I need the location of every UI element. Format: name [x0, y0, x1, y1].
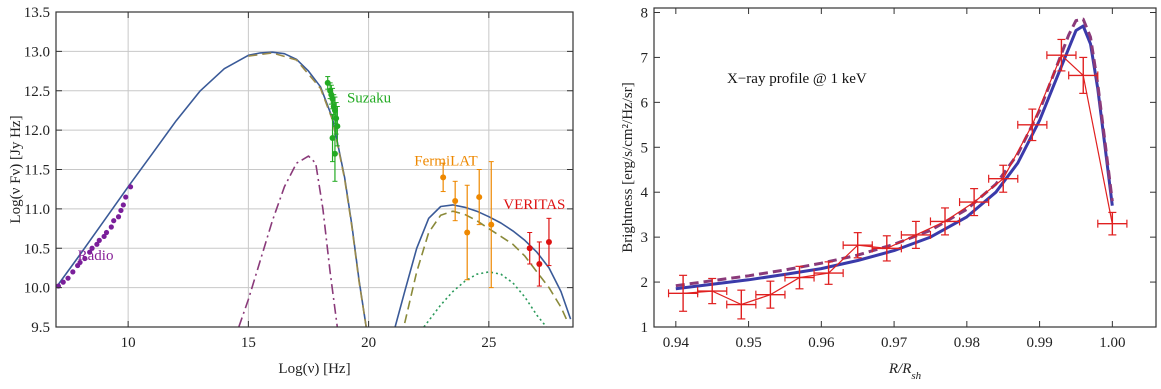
plot-content	[667, 17, 1128, 320]
fermilat-point	[452, 198, 459, 204]
radio-point	[82, 255, 88, 262]
y-axis-label: Log(ν Fν) [Jy Hz]	[8, 115, 24, 223]
y-axis-label: Brightness [erg/s/cm²/Hz/sr]	[620, 82, 636, 252]
y-tick-label: 5	[641, 140, 649, 156]
radio-point	[65, 275, 71, 281]
plot-content	[56, 51, 572, 327]
x-axis-label: R/Rsh	[888, 361, 922, 382]
veritas-point	[536, 261, 543, 267]
x-tick-label: 0.95	[735, 335, 761, 351]
y-tick-label: 9.5	[31, 320, 50, 336]
x-tick-label: 0.98	[954, 335, 980, 351]
model-curve-0	[675, 24, 1114, 291]
x-tick-label: 20	[361, 335, 376, 351]
veritas-point	[545, 238, 552, 245]
y-tick-label: 6	[641, 95, 649, 111]
radio-point	[103, 229, 110, 236]
radio-point	[70, 269, 76, 275]
suzaku-point	[329, 135, 336, 141]
y-tick-label: 7	[641, 50, 649, 66]
radio-point	[127, 184, 134, 190]
fermilat-point	[488, 221, 495, 228]
y-tick-label: 8	[641, 5, 649, 21]
y-tick-label: 2	[641, 275, 649, 291]
radio-point	[60, 279, 66, 285]
annotation-suzaku: Suzaku	[347, 91, 392, 107]
x-tick-label: 0.96	[808, 335, 835, 351]
y-tick-label: 12.5	[24, 84, 50, 100]
fermilat-point	[464, 229, 471, 236]
annotation-fermilat: FermiLAT	[414, 154, 477, 170]
model-curve-2	[238, 155, 339, 327]
y-tick-label: 11.0	[24, 202, 50, 218]
x-axis-label-subscript: sh	[911, 370, 921, 382]
x-tick-label: 10	[121, 335, 136, 351]
fermilat-point	[440, 174, 447, 181]
x-tick-label: 0.94	[663, 335, 690, 351]
x-tick-label: 15	[241, 335, 256, 351]
radio-point	[77, 259, 83, 266]
plot-frame	[653, 7, 1157, 328]
model-curve-4	[403, 210, 569, 324]
annotation-radio: Radio	[78, 248, 114, 264]
suzaku-point	[331, 150, 338, 157]
x-axis-label: Log(ν) [Hz]	[278, 361, 350, 377]
x-tick-label: 25	[481, 335, 496, 351]
data-connector	[683, 54, 1113, 306]
radio-point	[94, 241, 100, 247]
chart-title: X−ray profile @ 1 keV	[727, 71, 867, 87]
y-tick-label: 13.0	[24, 44, 50, 60]
y-tick-label: 1	[641, 320, 649, 336]
radio-point	[111, 218, 117, 224]
y-tick-label: 10.5	[24, 241, 50, 257]
y-tick-label: 12.0	[24, 123, 50, 139]
radio-point	[101, 233, 107, 240]
x-tick-label: 0.97	[881, 335, 908, 351]
y-tick-label: 13.5	[24, 5, 50, 21]
annotation-veritas: VERITAS	[503, 197, 565, 213]
y-tick-label: 3	[641, 230, 649, 246]
model-curve-3	[394, 204, 572, 327]
y-tick-label: 10.0	[24, 281, 50, 297]
radio-point	[115, 214, 122, 220]
radio-point	[89, 245, 95, 251]
x-tick-label: 1.00	[1099, 335, 1125, 351]
x-tick-label: 0.99	[1026, 335, 1052, 351]
fermilat-point	[476, 194, 483, 201]
radio-point	[108, 224, 114, 230]
radio-point	[118, 207, 124, 214]
radio-point	[120, 202, 126, 208]
radio-point	[96, 237, 102, 243]
model-curve-5	[423, 271, 548, 327]
model-curve-1	[675, 17, 1114, 288]
radio-point	[87, 249, 93, 255]
y-tick-label: 4	[641, 185, 649, 201]
veritas-point	[526, 245, 533, 252]
sed-chart: 10 15 20 25 9.5 10.0 10.5 11.0 11.5 12.0 12.5 13.0 1…	[8, 5, 574, 377]
radio-point	[123, 194, 129, 200]
plot-area	[654, 8, 1156, 327]
y-tick-label: 11.5	[24, 163, 50, 179]
